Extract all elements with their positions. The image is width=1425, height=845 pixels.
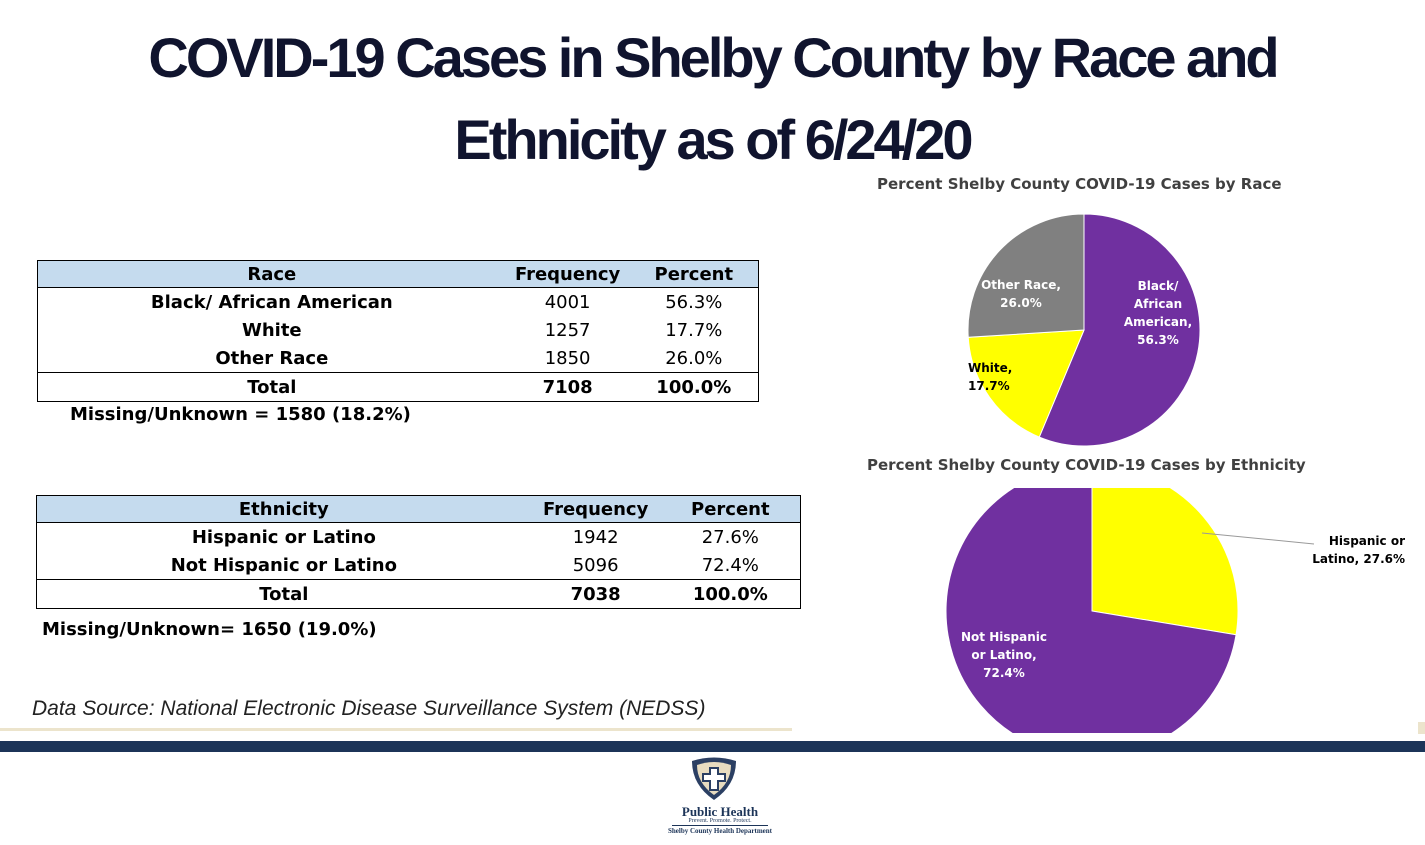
row-percent: 56.3% (665, 291, 723, 313)
table-header-row: Ethnicity Frequency Percent (36, 495, 801, 523)
pie-slice-other-race (967, 213, 1085, 338)
row-percent: 17.7% (665, 319, 723, 341)
table-row: Hispanic or Latino 1942 27.6% (37, 523, 801, 552)
row-percent: 26.0% (665, 347, 723, 369)
row-label: Hispanic or Latino (191, 526, 376, 548)
column-header-percent: Percent (629, 260, 759, 288)
shelby-county-health-logo: Public Health Prevent. Promote. Protect.… (640, 755, 800, 840)
divider-mark-right (1418, 722, 1425, 734)
footer-band (0, 741, 1425, 752)
race-chart-title: Percent Shelby County COVID-19 Cases by … (877, 175, 1282, 193)
table-row: Other Race 1850 26.0% (38, 344, 759, 373)
total-frequency: 7108 (505, 372, 630, 402)
table-row: White 1257 17.7% (38, 316, 759, 344)
row-frequency: 1850 (544, 347, 591, 369)
pie-slice-hispanic-or-latino (1091, 488, 1239, 636)
row-label: Not Hispanic or Latino (170, 554, 397, 576)
pie-label-other-race: Other Race, 26.0% (981, 278, 1061, 310)
row-label: White (241, 319, 302, 341)
pie-label-hispanic-or-latino: Hispanic or Latino, 27.6% (1312, 534, 1405, 566)
logo-org: Shelby County Health Department (667, 827, 773, 835)
ethnicity-chart-title: Percent Shelby County COVID-19 Cases by … (867, 456, 1306, 474)
logo-name: Public Health (681, 804, 759, 819)
total-label: Total (37, 372, 506, 402)
table-row: Not Hispanic or Latino 5096 72.4% (37, 551, 801, 580)
race-pie-chart: Black/African American, 56.3% White, 17.7% Ot… (967, 213, 1201, 447)
table-header-row: Race Frequency Percent (37, 260, 759, 288)
ethnicity-pie-chart: Hispanic or Latino, 27.6% Not Hispanic or L… (945, 488, 1405, 733)
row-label: Other Race (215, 347, 329, 369)
pie-label-white: White, 17.7% (968, 361, 1012, 393)
total-percent: 100.0% (660, 579, 801, 609)
column-header-ethnicity: Ethnicity (36, 495, 531, 523)
column-header-frequency: Frequency (530, 495, 661, 523)
row-frequency: 5096 (572, 554, 619, 576)
label-leader-line (1201, 532, 1315, 545)
column-header-frequency: Frequency (505, 260, 630, 288)
row-percent: 72.4% (701, 554, 759, 576)
divider-line-left (0, 728, 792, 731)
logo-tagline: Prevent. Promote. Protect. (688, 818, 752, 824)
ethnicity-missing-note: Missing/Unknown= 1650 (19.0%) (42, 619, 377, 640)
page-title-line-2: Ethnicity as of 6/24/20 (454, 108, 973, 171)
race-frequency-table: Race Frequency Percent Black/ African Am… (37, 260, 759, 402)
race-missing-note: Missing/Unknown = 1580 (18.2%) (70, 404, 411, 425)
total-label: Total (36, 579, 531, 609)
row-frequency: 4001 (544, 291, 591, 313)
total-percent: 100.0% (629, 372, 759, 402)
pie-label-not-hispanic-or-latino: Not Hispanic or Latino, 72.4% (961, 630, 1047, 680)
row-label: Black/ African American (150, 291, 393, 313)
logo-rule (672, 825, 768, 826)
table-row: Black/ African American 4001 56.3% (38, 288, 759, 317)
table-total-row: Total 7108 100.0% (37, 372, 759, 402)
row-frequency: 1257 (544, 319, 591, 341)
pie-label-black-african-american: Black/African American, 56.3% (1124, 279, 1192, 347)
pie-slice-not-hispanic-or-latino (945, 488, 1237, 733)
pie-slice-white (967, 329, 1085, 438)
row-percent: 27.6% (701, 526, 759, 548)
column-header-race: Race (37, 260, 506, 288)
row-frequency: 1942 (572, 526, 619, 548)
ethnicity-frequency-table: Ethnicity Frequency Percent Hispanic or … (36, 495, 801, 609)
pie-slice-black-african-american (1038, 213, 1201, 447)
column-header-percent: Percent (660, 495, 801, 523)
page-title-line-1: COVID-19 Cases in Shelby County by Race … (148, 26, 1279, 89)
shield-cross-icon (692, 757, 736, 800)
data-source-note: Data Source: National Electronic Disease… (32, 697, 706, 720)
total-frequency: 7038 (530, 579, 661, 609)
table-total-row: Total 7038 100.0% (36, 579, 801, 609)
